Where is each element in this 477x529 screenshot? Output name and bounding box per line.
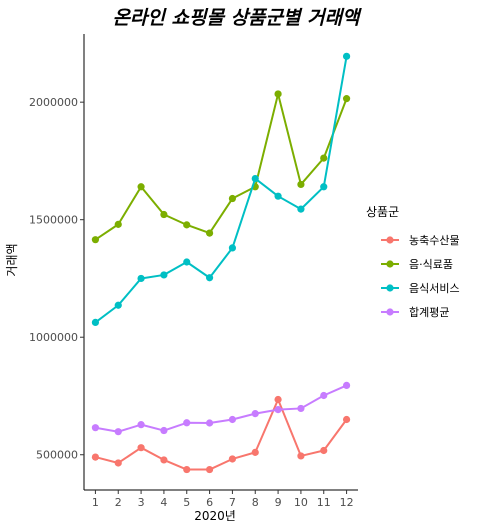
x-axis-ticks: 1 2 3 4 5 6 7 8 9 10 11 12 xyxy=(92,490,354,509)
plot-area xyxy=(91,52,351,474)
data-point xyxy=(342,52,351,60)
y-tick-label: 1500000 xyxy=(29,214,78,227)
data-point xyxy=(91,236,100,244)
legend-label: 합계평균 xyxy=(409,306,449,319)
data-point xyxy=(137,274,145,283)
x-tick-label: 4 xyxy=(160,496,167,509)
data-point xyxy=(251,174,259,183)
data-point xyxy=(297,205,305,213)
data-point xyxy=(205,229,214,237)
data-point xyxy=(228,244,237,252)
data-point xyxy=(160,271,168,279)
data-point xyxy=(342,95,351,103)
data-point xyxy=(251,410,259,418)
series-line xyxy=(94,92,348,241)
data-point xyxy=(228,415,237,424)
data-point xyxy=(297,404,305,413)
legend-label: 농축수산물 xyxy=(409,234,460,247)
x-tick-label: 11 xyxy=(317,496,331,509)
x-tick-label: 1 xyxy=(92,496,99,509)
data-point xyxy=(91,424,100,432)
series-line xyxy=(95,384,347,433)
y-tick-label: 1000000 xyxy=(29,331,78,344)
y-axis-ticks: 500000 1000000 1500000 2000000 xyxy=(29,96,84,462)
x-tick-label: 3 xyxy=(138,496,145,509)
data-point xyxy=(297,452,305,460)
legend-title: 상품군 xyxy=(366,205,399,219)
series-line xyxy=(94,56,348,324)
data-point xyxy=(160,456,168,464)
x-tick-label: 7 xyxy=(229,496,236,509)
legend-label: 음·식료품 xyxy=(409,258,453,271)
data-point xyxy=(137,183,145,191)
y-axis-title: 거래액 xyxy=(5,243,19,276)
x-axis-title: 2020년 xyxy=(194,509,236,523)
data-point xyxy=(114,428,122,436)
legend-key-point xyxy=(386,284,394,292)
data-point xyxy=(160,210,168,219)
legend-label: 음식서비스 xyxy=(409,282,460,295)
x-tick-label: 12 xyxy=(340,496,354,509)
data-point xyxy=(320,183,328,191)
series-line xyxy=(95,398,348,471)
data-point xyxy=(274,192,282,200)
data-point xyxy=(320,391,328,400)
data-point xyxy=(114,301,122,309)
data-point xyxy=(91,318,100,327)
data-point xyxy=(251,448,259,456)
data-point xyxy=(114,459,122,467)
data-point xyxy=(342,415,351,424)
data-point xyxy=(228,194,237,203)
data-point xyxy=(183,221,191,229)
data-point xyxy=(342,381,351,390)
x-tick-label: 8 xyxy=(252,496,259,509)
x-tick-label: 6 xyxy=(206,496,213,509)
x-tick-label: 5 xyxy=(183,496,190,509)
data-point xyxy=(183,465,191,474)
y-tick-label: 2000000 xyxy=(29,96,78,109)
data-point xyxy=(183,419,191,427)
data-point xyxy=(205,274,214,282)
y-tick-label: 500000 xyxy=(36,449,78,462)
data-point xyxy=(183,258,191,266)
data-point xyxy=(297,180,305,189)
x-tick-label: 2 xyxy=(115,496,122,509)
data-point xyxy=(160,426,168,435)
data-point xyxy=(320,154,328,162)
data-point xyxy=(137,421,145,429)
data-point xyxy=(228,455,237,463)
data-point xyxy=(320,446,328,455)
x-tick-label: 9 xyxy=(275,496,282,509)
data-point xyxy=(91,453,100,461)
data-point xyxy=(205,419,214,427)
data-point xyxy=(114,220,122,228)
legend-key-point xyxy=(386,260,394,268)
data-point xyxy=(274,395,282,404)
data-point xyxy=(205,465,214,474)
data-point xyxy=(274,90,282,98)
data-point xyxy=(274,406,282,414)
legend-key-point xyxy=(386,236,394,244)
legend-key-point xyxy=(386,308,394,316)
chart-title: 온라인 쇼핑몰 상품군별 거래액 xyxy=(112,7,362,29)
x-tick-label: 10 xyxy=(294,496,308,509)
data-point xyxy=(137,444,145,452)
